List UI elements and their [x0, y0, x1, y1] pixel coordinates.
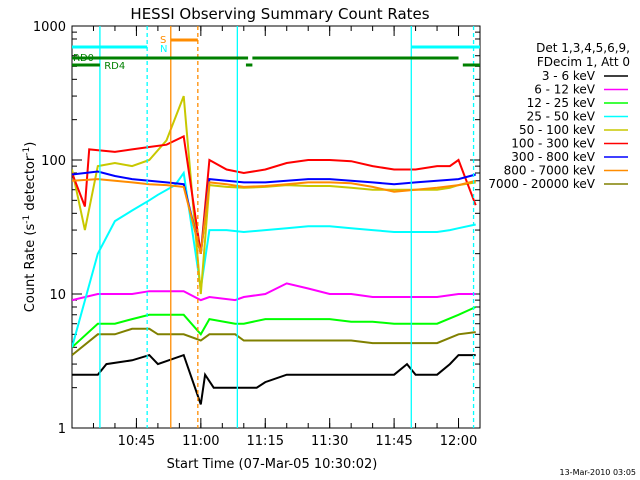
series-line-2 [72, 306, 477, 349]
x-axis-label: Start Time (07-Mar-05 10:30:02) [167, 457, 378, 472]
ylabel-sup-2: -1 [22, 147, 32, 156]
legend-label-7: 800 - 7000 keV [504, 164, 596, 178]
legend-label-4: 50 - 100 keV [519, 123, 596, 137]
legend-header-line-1: Det 1,3,4,5,6,9, [536, 41, 630, 55]
y-tick-label-10: 10 [49, 288, 66, 303]
plot-area: 1 10 100 1000 10:45 11:00 11:15 11:30 11:45 12:00… [33, 20, 481, 449]
x-tick-label-11:45: 11:45 [375, 434, 412, 449]
series-group [72, 95, 477, 405]
series-line-1 [72, 282, 476, 302]
y-axis-label: Count Rate (s-1 detector-1) [22, 142, 38, 313]
legend-header-line-2: FDecim 1, Att 0 [537, 55, 630, 69]
x-tick-label-11:15: 11:15 [247, 434, 284, 449]
series-line-3 [72, 170, 476, 348]
legend-label-6: 300 - 800 keV [511, 150, 595, 164]
svg-text:Count Rate (s-1 detector-1): Count Rate (s-1 detector-1) [22, 142, 38, 313]
x-tick-label-11:00: 11:00 [182, 434, 219, 449]
flag-label-RD0: RD0 [73, 53, 94, 64]
y-tick-label-1000: 1000 [33, 20, 66, 35]
series-line-4 [72, 95, 476, 295]
flag-label-N: N [160, 44, 167, 55]
flag-label-RD4: RD4 [104, 61, 125, 72]
series-line-7 [72, 178, 476, 254]
y-tick-label-100: 100 [41, 154, 66, 169]
series-line-0 [72, 353, 476, 405]
footer-timestamp: 13-Mar-2010 03:05 [560, 468, 637, 477]
ylabel-end: ) [23, 142, 38, 147]
legend-label-1: 6 - 12 keV [534, 83, 596, 97]
legend-label-8: 7000 - 20000 keV [488, 177, 595, 191]
flag-label-S: S [160, 35, 166, 46]
legend-label-5: 100 - 300 keV [511, 137, 595, 151]
ylabel-mid: detector [23, 155, 38, 215]
legend-label-0: 3 - 6 keV [542, 69, 596, 83]
x-tick-label-10:45: 10:45 [118, 434, 155, 449]
series-line-8 [72, 327, 476, 356]
y-tick-label-1: 1 [58, 422, 66, 437]
series-line-5 [72, 134, 477, 254]
series-line-6 [72, 170, 476, 254]
plot-frame [71, 25, 481, 429]
x-tick-label-12:00: 12:00 [440, 434, 477, 449]
x-tick-label-11:30: 11:30 [311, 434, 348, 449]
ylabel-main: Count Rate (s [23, 224, 38, 313]
ylabel-sup-1: -1 [22, 215, 32, 224]
chart-title: HESSI Observing Summary Count Rates [130, 5, 429, 23]
legend-label-3: 25 - 50 keV [527, 110, 596, 124]
legend-label-2: 12 - 25 keV [527, 96, 596, 110]
